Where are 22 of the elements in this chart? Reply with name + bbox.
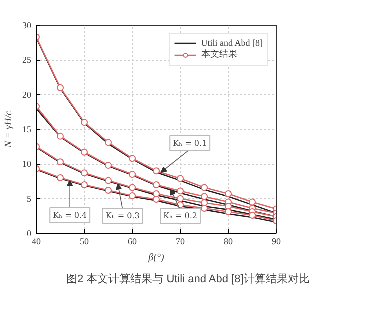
annotation: Kₕ = 0.4: [53, 210, 88, 220]
y-tick-label: 20: [22, 90, 32, 100]
annotation: Kₕ = 0.1: [173, 138, 208, 148]
x-tick-label: 70: [176, 236, 186, 246]
x-tick-label: 90: [272, 236, 282, 246]
y-tick-label: 10: [22, 159, 32, 170]
y-tick-label: 0: [27, 228, 32, 238]
x-tick-label: 50: [80, 236, 90, 246]
x-tick-label: 80: [224, 236, 234, 246]
y-axis-title: N = γH/c: [4, 110, 14, 149]
y-tick-label: 30: [22, 20, 32, 30]
annotation: Kₕ = 0.3: [106, 212, 140, 221]
y-tick-label: 5: [27, 194, 32, 204]
x-axis-title: β(°): [148, 252, 165, 264]
annotation: Kₕ = 0.2: [164, 212, 198, 221]
y-tick-label: 15: [22, 124, 32, 134]
y-tick-label: 25: [22, 55, 32, 66]
caption: 图2 本文计算结果与 Utili and Abd [8]计算结果对比: [66, 272, 310, 286]
x-tick-label: 40: [32, 236, 42, 246]
legend-label: 本文结果: [201, 48, 238, 61]
x-tick-label: 60: [128, 236, 138, 246]
legend-label: Utili and Abd [8]: [201, 38, 263, 48]
